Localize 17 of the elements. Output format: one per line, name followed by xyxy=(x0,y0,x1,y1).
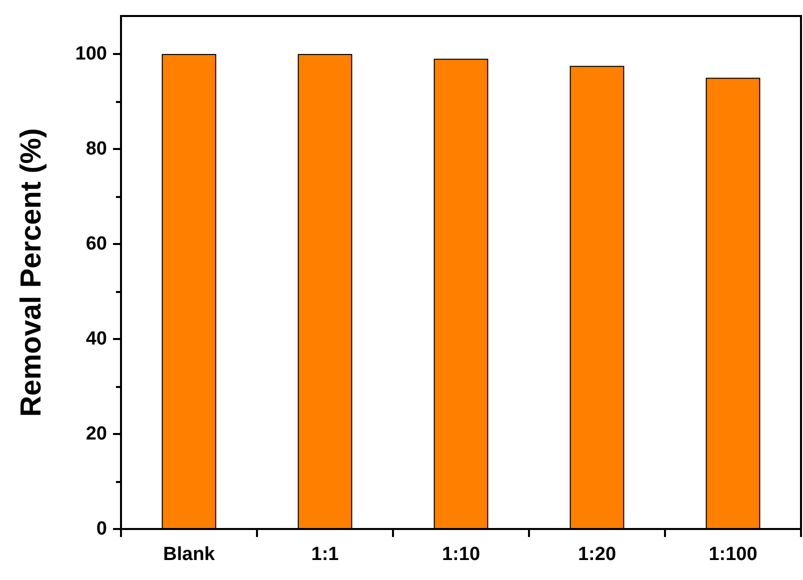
y-tick-label: 40 xyxy=(86,328,107,350)
y-tick-label: 60 xyxy=(86,234,107,254)
x-tick-label: 1:100 xyxy=(708,544,758,565)
x-tick-label: 1:1 xyxy=(311,544,340,565)
bar xyxy=(298,54,352,529)
x-tick-label: 1:10 xyxy=(442,544,480,565)
y-axis-title: Removal Percent (%) xyxy=(16,128,48,417)
bar xyxy=(434,58,488,529)
bar xyxy=(570,66,624,529)
x-tick-label: Blank xyxy=(163,544,216,565)
x-tick-label: 1:20 xyxy=(578,544,616,565)
y-tick-label: 20 xyxy=(86,424,107,444)
y-tick-label: 100 xyxy=(75,44,107,64)
bar xyxy=(706,78,760,529)
y-tick-label: 0 xyxy=(96,518,107,540)
bar xyxy=(162,54,216,529)
y-tick-label: 80 xyxy=(86,138,107,160)
